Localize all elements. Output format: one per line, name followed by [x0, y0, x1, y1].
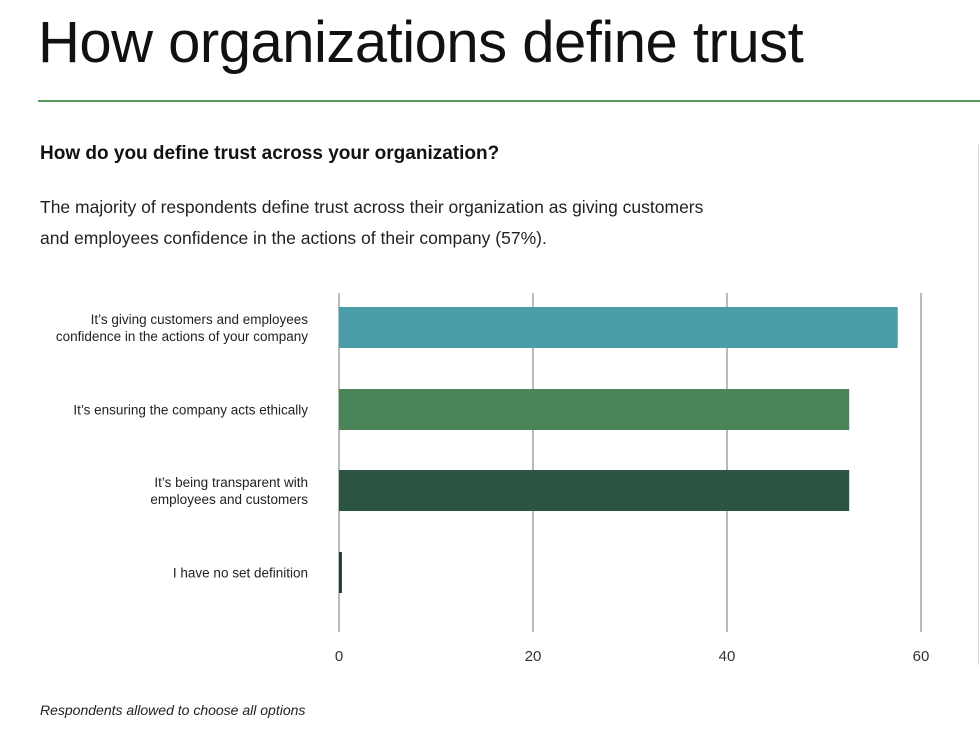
category-label: It’s being transparent with [154, 475, 308, 490]
x-tick-label: 40 [719, 648, 736, 665]
category-label: It’s ensuring the company acts ethically [73, 403, 308, 418]
category-label: employees and customers [150, 492, 308, 507]
category-label: It’s giving customers and employees [91, 312, 309, 327]
category-label: I have no set definition [173, 566, 308, 581]
category-label: confidence in the actions of your compan… [56, 329, 308, 344]
page-title: How organizations define trust [38, 10, 804, 75]
title-divider [38, 100, 980, 102]
bar [339, 552, 342, 593]
x-tick-label: 20 [525, 648, 542, 665]
x-tick-label: 60 [913, 648, 930, 665]
x-tick-label: 0 [335, 648, 343, 665]
summary-text: The majority of respondents define trust… [40, 197, 704, 248]
bar [339, 307, 898, 348]
right-divider [978, 145, 979, 665]
footnote: Respondents allowed to choose all option… [40, 702, 306, 718]
bar [339, 389, 850, 430]
bar [339, 470, 850, 511]
question-heading: How do you define trust across your orga… [40, 143, 500, 164]
